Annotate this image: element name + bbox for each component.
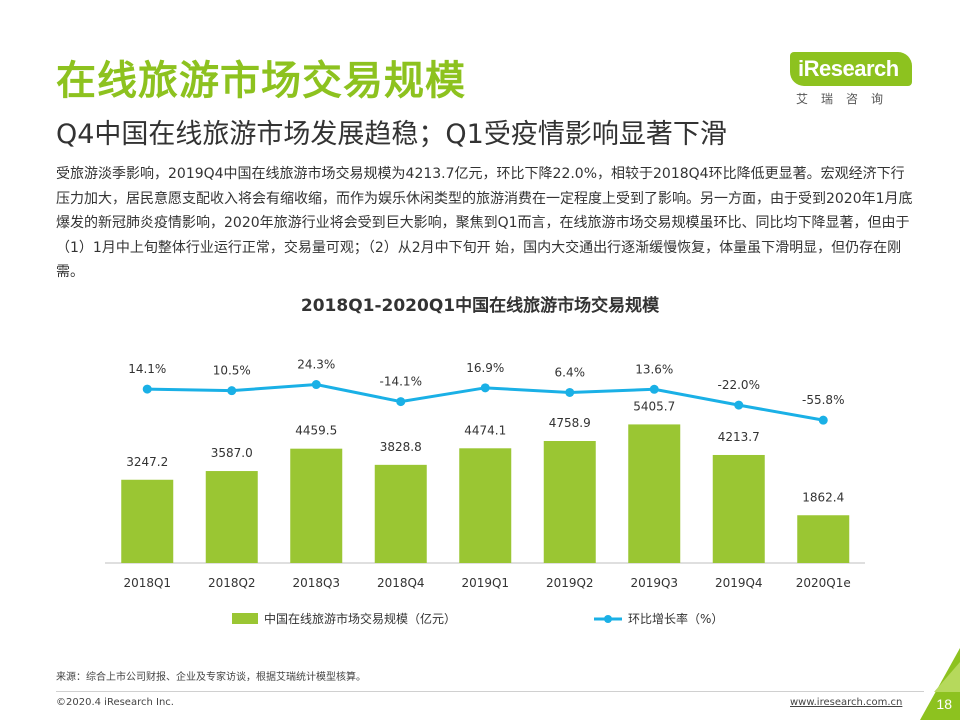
growth-rate-series	[142, 380, 828, 425]
chart-title: 2018Q1-2020Q1中国在线旅游市场交易规模	[300, 296, 660, 316]
x-tick-label: 2019Q3	[630, 576, 678, 590]
page-number: 18	[936, 696, 952, 712]
bar-value-label: 4474.1	[464, 423, 506, 437]
growth-rate-point-2019Q3	[649, 384, 659, 394]
x-tick-label: 2018Q1	[123, 576, 171, 590]
growth-rate-point-2019Q4	[734, 400, 744, 410]
bar-2019Q1	[459, 448, 512, 563]
bar-2019Q4	[712, 454, 765, 563]
bar-2018Q2	[205, 471, 258, 563]
corner-decoration	[920, 648, 960, 720]
bar-value-label: 3587.0	[211, 446, 253, 460]
bar-value-label: 1862.4	[802, 490, 844, 504]
growth-rate-label: 14.1%	[128, 362, 166, 376]
page-title: 在线旅游市场交易规模	[56, 58, 466, 104]
logo-badge	[790, 52, 912, 86]
bar-value-label: 3828.8	[380, 440, 422, 454]
footer-divider	[56, 691, 924, 692]
bar-series	[121, 424, 850, 563]
bar-2018Q1	[121, 479, 174, 563]
growth-rate-point-2020Q1e	[818, 415, 828, 425]
growth-rate-label: 16.9%	[466, 361, 504, 375]
page-subtitle: Q4中国在线旅游市场发展趋稳；Q1受疫情影响显著下滑	[56, 119, 727, 150]
x-tick-label: 2019Q2	[546, 576, 594, 590]
bar-2019Q3	[628, 424, 681, 563]
growth-rate-point-2018Q3	[311, 380, 321, 390]
growth-rate-point-2019Q2	[565, 387, 575, 397]
x-tick-label: 2018Q3	[292, 576, 340, 590]
growth-rate-point-2018Q1	[142, 384, 152, 394]
source-note: 来源：综合上市公司财报、企业及专家访谈，根据艾瑞统计模型核算。	[56, 672, 366, 683]
growth-rate-label: 10.5%	[213, 364, 251, 378]
logo-tagline: 艾瑞咨询	[796, 92, 897, 106]
growth-rate-label: -55.8%	[802, 393, 844, 407]
bar-value-label: 4758.9	[549, 416, 591, 430]
bar-value-label: 4459.5	[295, 424, 337, 438]
x-tick-label: 2019Q1	[461, 576, 509, 590]
bar-value-label: 4213.7	[718, 430, 760, 444]
growth-rate-point-2018Q2	[227, 386, 237, 396]
growth-rate-label: 6.4%	[555, 365, 586, 379]
transaction-scale-chart: 3247.2 3587.0 4459.5 3828.8 4474.1 4758.9 5405…	[105, 358, 865, 626]
legend-line-marker	[604, 615, 612, 623]
bar-2018Q3	[290, 448, 343, 563]
x-tick-label: 2018Q4	[377, 576, 425, 590]
legend-line-label: 环比增长率（%）	[628, 611, 723, 626]
growth-rate-label: 24.3%	[297, 358, 335, 372]
x-axis-tick-labels: 2018Q1 2018Q2 2018Q3 2018Q4 2019Q1 2019Q2 2019…	[123, 576, 850, 590]
growth-rate-point-2019Q1	[480, 383, 490, 393]
bar-value-label: 3247.2	[126, 455, 168, 469]
legend-bar-swatch	[232, 613, 258, 624]
bar-value-label: 5405.7	[633, 399, 675, 413]
iresearch-logo: iResearch 艾瑞咨询	[790, 52, 920, 110]
growth-rate-labels: 14.1% 10.5% 24.3% -14.1% 16.9% 6.4% 13.6% -22.0…	[128, 358, 844, 408]
x-tick-label: 2020Q1e	[796, 576, 851, 590]
bar-2019Q2	[543, 440, 596, 563]
copyright: ©2020.4 iResearch Inc.	[56, 697, 174, 708]
x-tick-label: 2019Q4	[715, 576, 763, 590]
bar-value-labels: 3247.2 3587.0 4459.5 3828.8 4474.1 4758.9 5405…	[126, 399, 844, 504]
bar-2018Q4	[374, 464, 427, 563]
logo-brand: iResearch	[798, 56, 899, 81]
summary-paragraph: 受旅游淡季影响，2019Q4中国在线旅游市场交易规模为4213.7亿元，环比下降…	[56, 166, 913, 280]
growth-rate-label: 13.6%	[635, 362, 673, 376]
x-tick-label: 2018Q2	[208, 576, 256, 590]
growth-rate-label: -14.1%	[380, 375, 422, 389]
bar-2020Q1e	[797, 515, 850, 563]
chart-legend: 中国在线旅游市场交易规模（亿元） 环比增长率（%）	[232, 611, 723, 626]
growth-rate-label: -22.0%	[718, 378, 760, 392]
legend-bar-label: 中国在线旅游市场交易规模（亿元）	[264, 611, 456, 626]
growth-rate-point-2018Q4	[396, 397, 406, 407]
website-link[interactable]: www.iresearch.com.cn	[790, 697, 903, 708]
